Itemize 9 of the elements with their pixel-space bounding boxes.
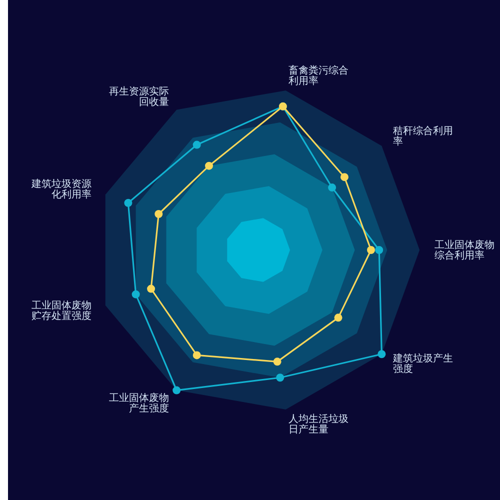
spoke-label: 再生资源实际回收量 <box>109 84 170 108</box>
spoke-label: 畜禽粪污综合利用率 <box>288 64 348 86</box>
spoke-label: 秸秆综合利用率 <box>393 124 454 147</box>
spoke-label: 工业固体废物贮存处置强度 <box>31 298 92 322</box>
spoke-label: 建筑垃圾产生强度 <box>392 352 454 375</box>
spoke-label: 工业固体废物产生强度 <box>109 392 170 414</box>
spoke-label: 人均生活垃圾日产生量 <box>288 412 348 436</box>
spoke-label: 建筑垃圾资源化利用率 <box>30 178 92 200</box>
spoke-label: 工业固体废物综合利用率 <box>434 238 495 261</box>
